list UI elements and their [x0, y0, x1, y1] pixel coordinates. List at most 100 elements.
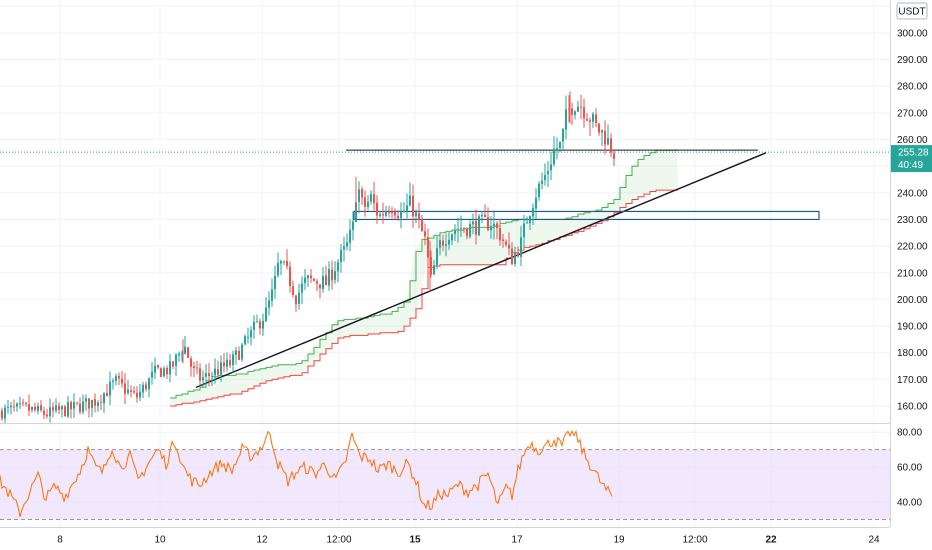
last-price-tag — [891, 145, 932, 173]
candle-body — [391, 212, 393, 214]
candle — [268, 291, 270, 316]
candle-body — [541, 180, 543, 184]
candle — [334, 261, 336, 284]
candle — [601, 129, 603, 146]
candle-body — [10, 405, 12, 408]
candle — [415, 209, 417, 224]
candle — [577, 100, 579, 112]
candle-body — [349, 229, 351, 243]
candle — [568, 95, 570, 123]
candle-body — [511, 248, 513, 265]
leading-span-a — [170, 149, 678, 399]
candle — [244, 334, 246, 346]
time-tick-label: 19 — [613, 535, 625, 546]
candle — [286, 249, 288, 270]
candle-body — [454, 230, 456, 235]
candle — [172, 360, 174, 370]
candle — [19, 396, 21, 409]
candle — [280, 259, 282, 276]
candle-body — [343, 246, 345, 250]
candle — [229, 353, 231, 369]
price-tick-label: 220.00 — [897, 242, 928, 253]
candle-body — [49, 407, 51, 417]
candle-body — [532, 208, 534, 217]
candle-body — [70, 401, 72, 410]
candle-body — [469, 224, 471, 237]
candle-body — [424, 231, 426, 237]
candle-body — [169, 361, 171, 375]
candle — [403, 202, 405, 214]
candle-body — [82, 401, 84, 413]
candle — [214, 358, 216, 384]
candle — [310, 269, 312, 283]
candle — [367, 195, 369, 211]
candle — [301, 276, 303, 305]
candle-body — [313, 278, 315, 281]
candle — [115, 373, 117, 386]
candle — [550, 151, 552, 181]
candle-body — [298, 292, 300, 304]
candle-body — [304, 277, 306, 283]
candle — [112, 378, 114, 390]
candle-body — [67, 402, 69, 417]
candle-body — [577, 106, 579, 112]
candle-body — [223, 362, 225, 367]
candle-body — [247, 336, 249, 338]
candle-body — [25, 403, 27, 405]
candle-body — [487, 216, 489, 231]
rsi-tick-label: 80.00 — [897, 428, 922, 439]
candle — [145, 381, 147, 392]
candle-body — [73, 402, 75, 409]
candle-body — [475, 220, 477, 235]
time-tick-label: 10 — [154, 535, 166, 546]
candle-body — [31, 406, 33, 410]
candle — [400, 202, 402, 229]
candle-body — [556, 148, 558, 150]
candle-body — [571, 108, 573, 115]
candle-body — [406, 205, 408, 211]
candle-body — [544, 175, 546, 181]
candle — [478, 213, 480, 236]
candle — [178, 351, 180, 362]
candle — [547, 160, 549, 188]
candle — [31, 406, 33, 413]
price-tick-label: 190.00 — [897, 322, 928, 333]
candle-body — [322, 276, 324, 290]
candle-body — [574, 111, 576, 115]
time-tick-label: 17 — [511, 535, 523, 546]
candle-body — [265, 307, 267, 322]
candle — [595, 108, 597, 128]
last-price-value: 255.28 — [898, 148, 929, 159]
candle — [208, 363, 210, 387]
candle-body — [373, 194, 375, 203]
candle-body — [589, 120, 591, 122]
candle — [76, 402, 78, 406]
candle — [493, 211, 495, 240]
time-tick-label: 12:00 — [326, 535, 351, 546]
candle — [283, 260, 285, 266]
candle-body — [400, 212, 402, 219]
candle-body — [331, 269, 333, 281]
candle — [190, 356, 192, 377]
candle-body — [268, 300, 270, 308]
candle-body — [148, 378, 150, 390]
candle — [304, 269, 306, 291]
candle — [469, 220, 471, 239]
candle — [79, 397, 81, 415]
price-tick-label: 180.00 — [897, 348, 928, 359]
candle-body — [451, 234, 453, 241]
candle-body — [232, 354, 234, 366]
candle-body — [430, 257, 432, 275]
candle — [382, 202, 384, 224]
candle — [133, 386, 135, 395]
candle-body — [346, 242, 348, 247]
candle — [157, 364, 159, 369]
candle-body — [196, 367, 198, 369]
candle — [583, 98, 585, 128]
candle — [154, 357, 156, 379]
candle — [292, 280, 294, 298]
candle-body — [46, 414, 48, 417]
candle — [406, 193, 408, 219]
candle-body — [271, 289, 273, 301]
